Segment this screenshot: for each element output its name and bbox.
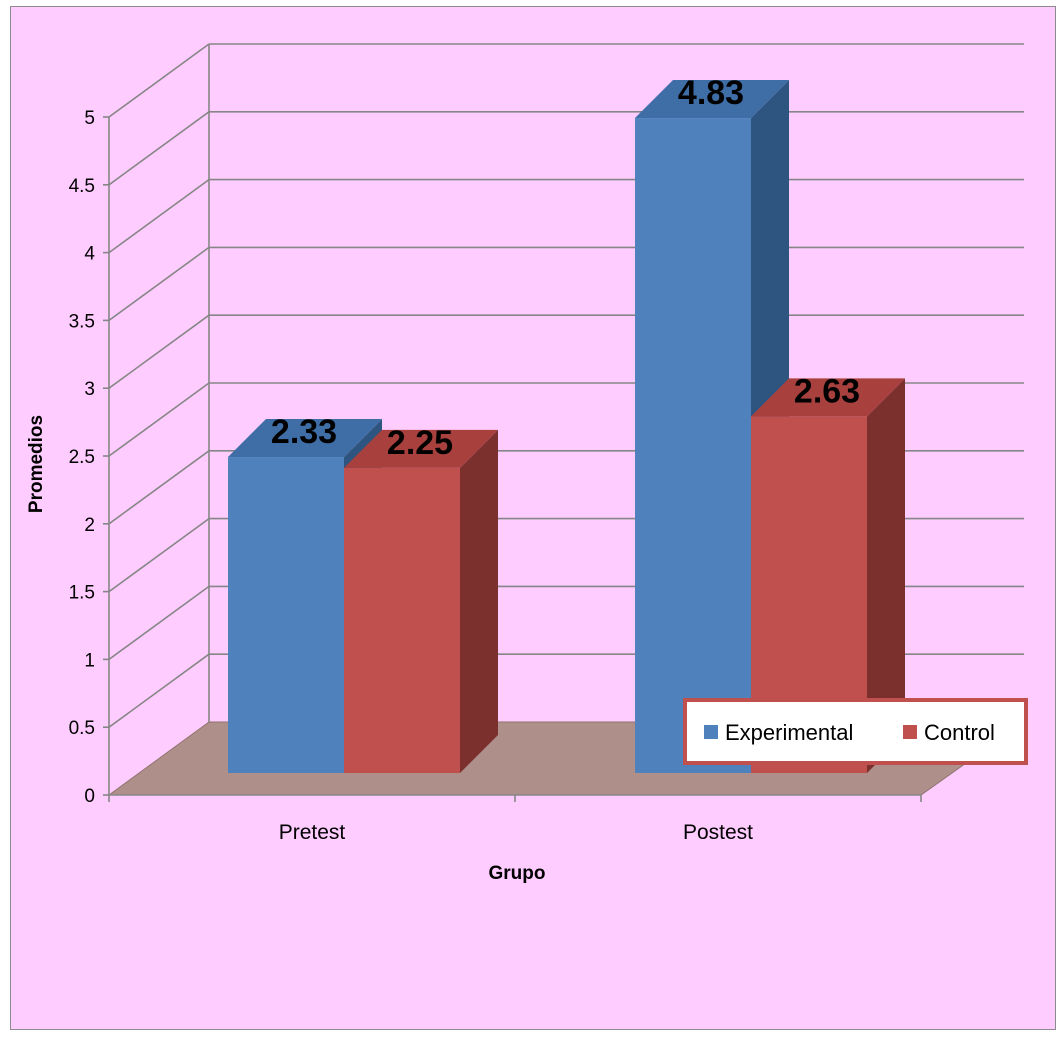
y-tick-label: 1 — [84, 650, 95, 671]
legend-label-control: Control — [924, 720, 995, 745]
legend: Experimental Control — [683, 698, 1028, 765]
bar-front — [228, 457, 344, 773]
gridline-side — [108, 517, 210, 593]
legend-swatch-experimental — [704, 725, 718, 739]
bar-side — [867, 378, 905, 773]
x-tick-label: Postest — [683, 821, 753, 844]
x-tick-label: Pretest — [279, 821, 346, 844]
legend-box — [683, 698, 1028, 765]
bar-top — [344, 429, 498, 468]
bar-side — [460, 429, 498, 773]
y-tick-label: 0.5 — [69, 718, 95, 739]
y-tick-label: 0 — [84, 786, 95, 807]
bar-top — [228, 419, 382, 458]
y-tick-label: 1.5 — [69, 583, 95, 604]
x-axis-title: Grupo — [489, 863, 546, 884]
y-tick-label: 2 — [84, 515, 95, 536]
y-tick-label: 4 — [84, 244, 95, 265]
gridline-side — [108, 111, 210, 186]
y-tick-label: 3 — [84, 379, 95, 400]
axes: 0 0.5 1 1.5 2 2.5 3 3.5 4 4.5 5 Pretest Postest — [69, 44, 922, 844]
bar-front — [344, 467, 460, 773]
legend-swatch-control — [903, 725, 917, 739]
bar-top — [751, 378, 905, 417]
chart-area: 0 0.5 1 1.5 2 2.5 3 3.5 4 4.5 5 Pretest Postest 2.33… — [10, 6, 1056, 1030]
y-tick-label: 2.5 — [69, 447, 95, 468]
y-axis-title: Promedios — [26, 415, 47, 513]
data-label: 2.33 — [271, 413, 337, 451]
gridline-side — [108, 450, 210, 525]
legend-label-experimental: Experimental — [725, 720, 853, 745]
gridline-side — [108, 653, 210, 728]
gridline-side — [108, 43, 210, 118]
gridline-side — [108, 246, 210, 322]
data-label: 4.83 — [678, 74, 744, 112]
bar-top — [635, 80, 789, 119]
bar-chart: 0 0.5 1 1.5 2 2.5 3 3.5 4 4.5 5 Pretest Postest 2.33… — [26, 43, 1028, 884]
y-tick-label: 5 — [84, 108, 95, 129]
gridline-side — [108, 382, 210, 457]
data-labels: 2.33 2.25 4.83 2.63 — [271, 74, 860, 462]
y-tick-label: 3.5 — [69, 311, 95, 332]
data-label: 2.63 — [794, 372, 860, 410]
bar-front — [635, 118, 751, 773]
gridline-side — [108, 585, 210, 661]
gridline-side — [108, 178, 210, 254]
gridline-side — [108, 314, 210, 389]
data-label: 2.25 — [387, 424, 453, 462]
bars — [228, 80, 905, 773]
y-tick-label: 4.5 — [69, 176, 95, 197]
